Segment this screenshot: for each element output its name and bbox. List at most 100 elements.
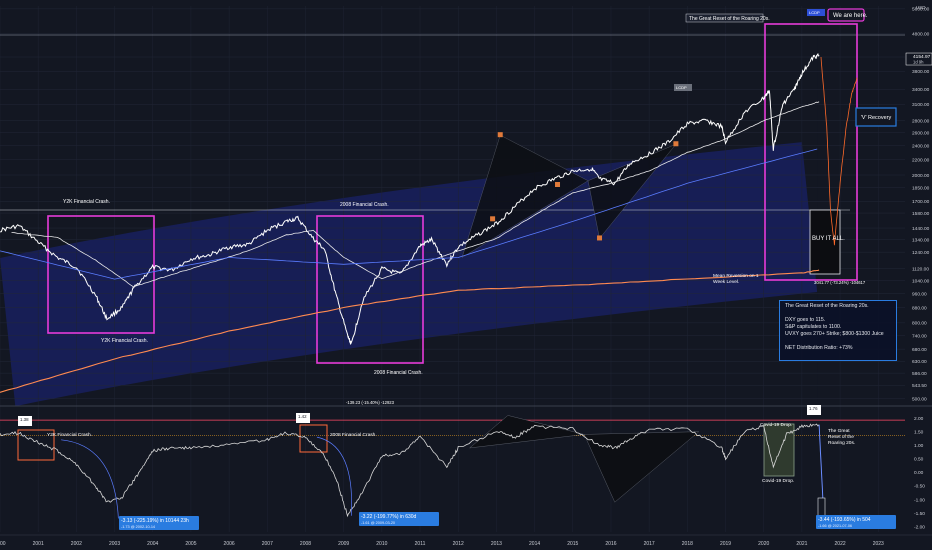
drawdown-callout-sub: -1.66 @ 2021-07-06 <box>818 524 852 528</box>
x-tick-label: 2005 <box>185 541 196 547</box>
annotation-text: 2008 Financial Crash. <box>340 202 389 208</box>
projection-curve <box>316 436 353 516</box>
x-tick-label: 2021 <box>796 541 807 547</box>
crash-box-2008 <box>316 215 424 364</box>
y-tick-label: 960.00 <box>912 291 927 297</box>
y-tick-label: 2800.00 <box>912 119 930 125</box>
y-tick-label: 2400.00 <box>912 143 930 149</box>
y-tick-label: 2600.00 <box>912 130 930 136</box>
drawdown-callout-text: -3.13 (-225.19%) in 10144 23h <box>121 518 189 524</box>
osc-annotation: 1.76 <box>809 406 818 411</box>
banner-box <box>685 13 764 23</box>
osc-box-2008 <box>299 424 328 453</box>
x-tick-label: 2014 <box>529 541 540 547</box>
osc-annotation: Roaring 20s. <box>828 440 855 446</box>
osc-y-tick-label: 1.00 <box>914 443 924 449</box>
y-tick-label: 740.00 <box>912 333 927 339</box>
annotation-text: 3041.77 (-73.24%) -104617 <box>814 280 866 285</box>
osc-annotation: 1.42 <box>298 414 307 419</box>
pattern-point-marker <box>497 132 503 138</box>
price-series-line-2 <box>0 269 820 393</box>
y-tick-label: 3400.00 <box>912 87 930 93</box>
covid-box <box>763 423 795 477</box>
price-series-line-1 <box>11 101 820 288</box>
info-box: The Great Reset of the Roaring 20s. DXY … <box>779 300 897 361</box>
info-box-line: S&P capitulates to 1100. <box>785 324 842 330</box>
x-tick-label: 2003 <box>109 541 120 547</box>
y-tick-label: 3800.00 <box>912 69 930 75</box>
y-tick-label: 2200.00 <box>912 157 930 163</box>
current-price-label: 4154.97 <box>913 54 931 60</box>
x-tick-label: 2008 <box>300 541 311 547</box>
moving-average-line <box>0 148 818 280</box>
annotation-text: We are here. <box>833 13 868 19</box>
osc-annotation: Y2K Financial Crash. <box>47 432 92 438</box>
pattern-point-marker <box>555 182 561 188</box>
x-tick-label: 2013 <box>491 541 502 547</box>
annotation-text: BUY IT ALL. <box>812 236 845 242</box>
y-tick-label: 1700.00 <box>912 199 930 205</box>
x-tick-label: 2018 <box>682 541 693 547</box>
y-tick-label: 586.00 <box>912 371 927 377</box>
x-tick-label: 2023 <box>873 541 884 547</box>
annotation-text: Y2K Financial Crash. <box>101 338 148 344</box>
info-box-title: The Great Reset of the Roaring 20s. <box>785 303 869 309</box>
price-label-box <box>905 52 932 66</box>
info-box-line: UVXY goes 270+ Strike; $800-$1300 Juice <box>785 331 884 337</box>
label-box <box>807 9 825 16</box>
y-tick-label: 1440.00 <box>912 226 930 232</box>
price-series-line-3 <box>820 56 858 246</box>
annotation-text: Y2K Financial Crash. <box>63 199 110 205</box>
pattern-point-marker <box>490 216 496 222</box>
y-tick-label: 800.00 <box>912 321 927 327</box>
osc-box-y2k <box>17 429 55 461</box>
x-tick-label: 2011 <box>415 541 426 547</box>
crash-box-2021 <box>764 23 858 281</box>
osc-annotation: The Great <box>828 428 850 434</box>
drawdown-callout <box>359 512 439 526</box>
annotation-text: 2008 Financial Crash. <box>374 370 423 376</box>
x-tick-label: 2002 <box>71 541 82 547</box>
v-recovery-box <box>855 107 897 127</box>
x-tick-label: 2016 <box>605 541 616 547</box>
osc-y-tick-label: -1.00 <box>914 497 925 503</box>
y-tick-label: 4800.00 <box>912 32 930 38</box>
osc-y-tick-label: -0.50 <box>914 484 925 490</box>
drawdown-callout-text: -3.22 (-199.77%) in 630d <box>361 514 417 520</box>
osc-annotation: 2008 Financial Crash. <box>330 432 377 438</box>
y-tick-label: 1120.00 <box>912 266 929 272</box>
osc-y-tick-label: -1.50 <box>914 511 925 517</box>
y-tick-label: 1240.00 <box>912 250 930 256</box>
osc-annotation: Covid-19 Drop. <box>762 478 794 484</box>
y-tick-label: 543.50 <box>912 383 927 389</box>
y-tick-label: 500.00 <box>912 397 927 403</box>
label-box <box>674 84 692 91</box>
annotation-text: Mean Reversion on 1 <box>713 273 759 279</box>
y-tick-label: 880.00 <box>912 305 927 311</box>
info-box-line: NET Distribution Ratio: +73% <box>785 345 853 351</box>
x-tick-label: 2007 <box>262 541 273 547</box>
x-tick-label: 2009 <box>338 541 349 547</box>
annotation-text: Week Level. <box>713 279 739 285</box>
info-box-line: DXY goes to 115. <box>785 317 826 323</box>
value-tag <box>807 405 821 415</box>
annotation-text: LCDP <box>676 85 687 90</box>
pattern-point-marker <box>673 141 679 147</box>
price-series-line-0 <box>0 52 820 345</box>
x-tick-label: 2019 <box>720 541 731 547</box>
buy-box <box>809 209 841 275</box>
y-tick-label: 5600.00 <box>912 7 930 13</box>
osc-y-tick-label: -2.00 <box>914 524 925 530</box>
osc-annotation: 1.38 <box>20 417 29 422</box>
projection-curve <box>61 439 119 519</box>
crash-box-y2k <box>47 215 155 334</box>
y-tick-label: 630.00 <box>912 359 927 365</box>
value-tag <box>18 416 32 426</box>
value-tag <box>296 413 310 423</box>
we-are-here-box <box>827 8 865 22</box>
x-tick-label: 2006 <box>224 541 235 547</box>
y-tick-label: 680.00 <box>912 347 927 353</box>
annotation-text: The Great Reset of the Roaring 20s. <box>689 16 770 22</box>
